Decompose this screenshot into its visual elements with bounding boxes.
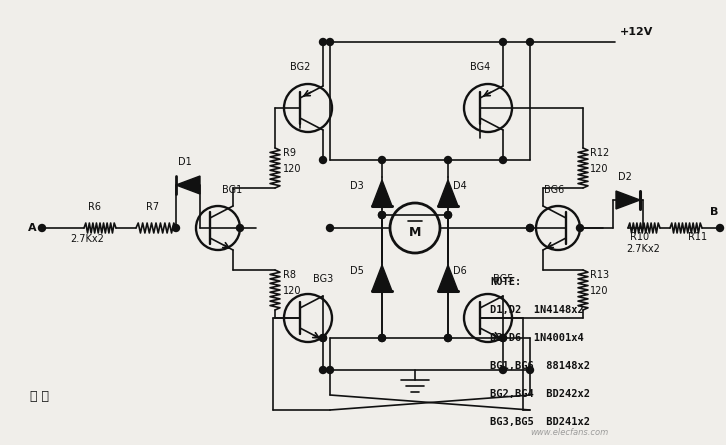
Text: M: M (409, 226, 421, 239)
Text: R11: R11 (688, 232, 707, 242)
Text: D6: D6 (453, 266, 467, 276)
Text: www.elecfans.com: www.elecfans.com (530, 428, 608, 437)
Circle shape (499, 39, 507, 45)
Circle shape (378, 211, 386, 218)
Text: D1: D1 (178, 157, 192, 167)
Polygon shape (372, 265, 392, 291)
Text: BG5: BG5 (493, 274, 513, 284)
Circle shape (319, 39, 327, 45)
Text: BG6: BG6 (544, 185, 564, 195)
Text: D2: D2 (618, 172, 632, 182)
Circle shape (717, 224, 724, 231)
Text: R7: R7 (146, 202, 159, 212)
Circle shape (327, 224, 333, 231)
Polygon shape (176, 176, 200, 194)
Text: BG3: BG3 (313, 274, 333, 284)
Text: R13: R13 (590, 270, 609, 280)
Circle shape (319, 367, 327, 373)
Circle shape (327, 367, 333, 373)
Polygon shape (616, 191, 640, 209)
Text: BG2: BG2 (290, 62, 311, 72)
Circle shape (319, 335, 327, 341)
Circle shape (378, 211, 386, 218)
Text: R12: R12 (590, 148, 609, 158)
Text: R8: R8 (283, 270, 296, 280)
Text: R6: R6 (88, 202, 101, 212)
Circle shape (237, 224, 243, 231)
Text: BG3,BG5  BD241x2: BG3,BG5 BD241x2 (490, 417, 590, 427)
Circle shape (499, 157, 507, 163)
Circle shape (327, 39, 333, 45)
Text: 120: 120 (590, 164, 608, 174)
Text: BG1: BG1 (222, 185, 242, 195)
Circle shape (378, 335, 386, 341)
Circle shape (444, 335, 452, 341)
Text: R10: R10 (630, 232, 649, 242)
Text: BG4: BG4 (470, 62, 490, 72)
Circle shape (173, 224, 179, 231)
Circle shape (319, 157, 327, 163)
Text: BG2,BG4  BD242x2: BG2,BG4 BD242x2 (490, 389, 590, 399)
Text: 120: 120 (283, 286, 301, 296)
Text: BG1,BG6  88148x2: BG1,BG6 88148x2 (490, 361, 590, 371)
Circle shape (499, 335, 507, 341)
Circle shape (526, 39, 534, 45)
Text: D5: D5 (350, 266, 364, 276)
Circle shape (526, 224, 534, 231)
Text: R9: R9 (283, 148, 296, 158)
Circle shape (576, 224, 584, 231)
Text: D3: D3 (350, 181, 364, 191)
Text: NOTE:: NOTE: (490, 277, 521, 287)
Circle shape (38, 224, 46, 231)
Text: 图 五: 图 五 (30, 390, 49, 403)
Circle shape (499, 335, 507, 341)
Text: D3-D6  1N4001x4: D3-D6 1N4001x4 (490, 333, 584, 343)
Circle shape (444, 211, 452, 218)
Circle shape (526, 224, 534, 231)
Text: A: A (28, 223, 36, 233)
Circle shape (444, 157, 452, 163)
Text: 2.7Kx2: 2.7Kx2 (70, 234, 104, 244)
Text: 120: 120 (590, 286, 608, 296)
Polygon shape (438, 180, 458, 206)
Text: +12V: +12V (620, 27, 653, 37)
Circle shape (319, 335, 327, 341)
Circle shape (444, 211, 452, 218)
Circle shape (499, 367, 507, 373)
Polygon shape (438, 265, 458, 291)
Text: D4: D4 (453, 181, 467, 191)
Polygon shape (372, 180, 392, 206)
Text: 120: 120 (283, 164, 301, 174)
Circle shape (526, 367, 534, 373)
Text: D1,D2  1N4148x2: D1,D2 1N4148x2 (490, 305, 584, 315)
Circle shape (444, 335, 452, 341)
Text: 2.7Kx2: 2.7Kx2 (626, 244, 660, 254)
Circle shape (378, 335, 386, 341)
Circle shape (378, 157, 386, 163)
Text: B: B (710, 207, 718, 217)
